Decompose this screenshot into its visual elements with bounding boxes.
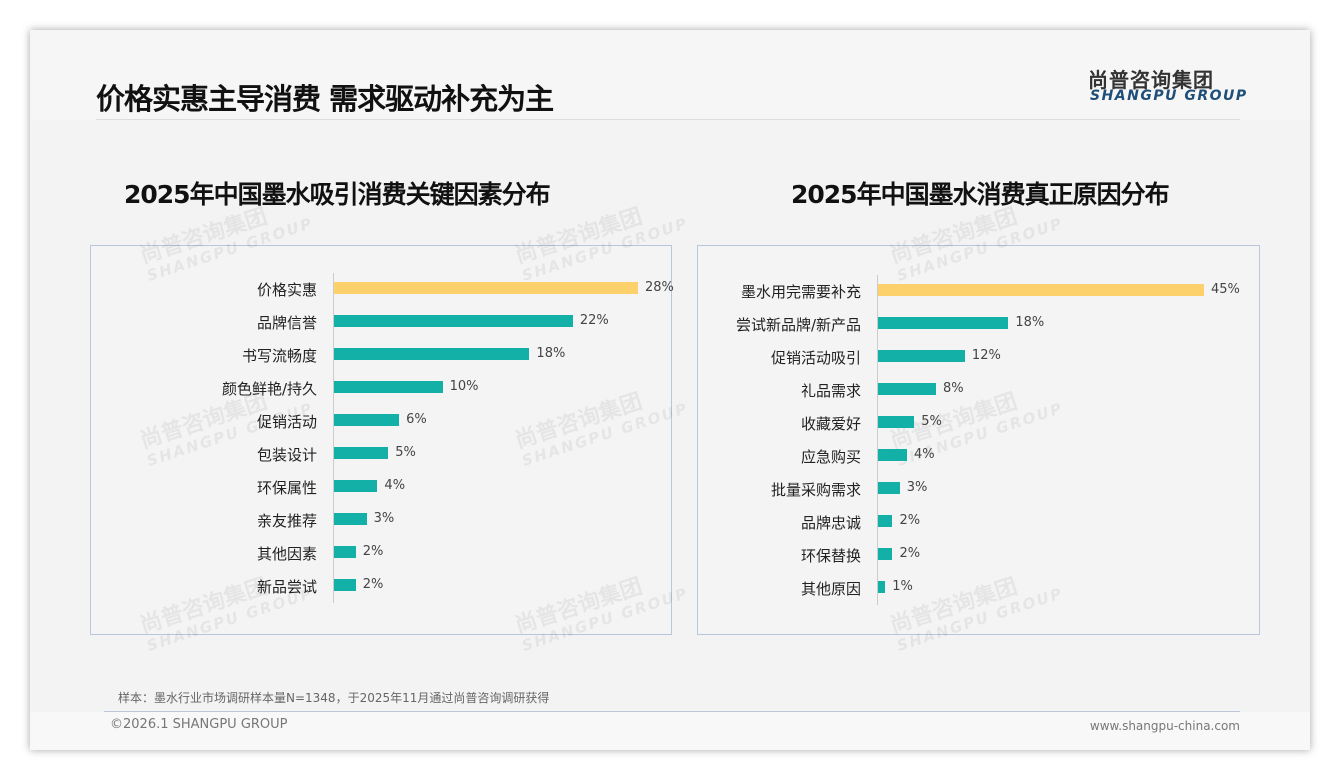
category-label: 应急购买 bbox=[800, 448, 861, 466]
bar bbox=[878, 548, 893, 560]
category-label: 墨水用完需要补充 bbox=[740, 283, 861, 301]
divider bbox=[96, 119, 1240, 120]
bar bbox=[334, 348, 530, 360]
category-label: 环保属性 bbox=[256, 479, 317, 497]
data-label: 45% bbox=[1211, 282, 1240, 297]
category-label: 书写流畅度 bbox=[241, 347, 317, 365]
data-label: 2% bbox=[899, 513, 921, 528]
footer-divider bbox=[104, 711, 1240, 712]
data-label: 10% bbox=[449, 379, 479, 394]
category-label: 包装设计 bbox=[256, 446, 317, 464]
data-label: 12% bbox=[971, 348, 1001, 363]
logo-en: SHANGPU GROUP bbox=[1090, 88, 1248, 104]
category-label: 促销活动 bbox=[256, 413, 317, 431]
bar bbox=[878, 383, 936, 395]
category-label: 其他因素 bbox=[256, 545, 317, 563]
category-label: 礼品需求 bbox=[800, 382, 861, 400]
data-label: 4% bbox=[384, 478, 406, 493]
category-label: 亲友推荐 bbox=[256, 512, 317, 530]
copyright: ©2026.1 SHANGPU GROUP bbox=[110, 717, 288, 732]
category-label: 环保替换 bbox=[800, 547, 861, 565]
category-label: 收藏爱好 bbox=[800, 415, 861, 433]
data-label: 18% bbox=[1015, 315, 1045, 330]
bar bbox=[878, 482, 900, 494]
header bbox=[30, 30, 1310, 120]
page-title: 价格实惠主导消费 需求驱动补充为主 bbox=[96, 82, 554, 116]
chart-title-left: 2025年中国墨水吸引消费关键因素分布 bbox=[124, 180, 551, 209]
data-label: 1% bbox=[892, 579, 913, 594]
category-label: 颜色鲜艳/持久 bbox=[221, 380, 317, 398]
category-label: 品牌信誉 bbox=[256, 314, 317, 332]
slide: 价格实惠主导消费 需求驱动补充为主 尚普咨询集团 SHANGPU GROUP 2… bbox=[30, 30, 1310, 750]
chart-panel-right bbox=[697, 245, 1260, 635]
data-label: 5% bbox=[921, 414, 942, 429]
category-label: 尝试新品牌/新产品 bbox=[735, 316, 861, 334]
bar bbox=[334, 480, 378, 492]
bar bbox=[878, 416, 915, 428]
data-label: 4% bbox=[913, 447, 935, 462]
data-label: 3% bbox=[906, 480, 928, 495]
data-label: 5% bbox=[395, 445, 416, 460]
bar bbox=[878, 581, 886, 593]
bar bbox=[878, 350, 965, 362]
data-label: 2% bbox=[362, 544, 384, 559]
data-label: 28% bbox=[645, 280, 674, 295]
data-label: 22% bbox=[579, 313, 609, 328]
sample-note: 样本：墨水行业市场调研样本量N=1348，于2025年11月通过尚普咨询调研获得 bbox=[118, 691, 550, 705]
data-label: 18% bbox=[536, 346, 566, 361]
category-label: 促销活动吸引 bbox=[770, 349, 861, 367]
footer bbox=[30, 712, 1310, 750]
category-label: 其他原因 bbox=[800, 580, 861, 598]
bar bbox=[878, 317, 1009, 329]
data-label: 2% bbox=[899, 546, 921, 561]
bar bbox=[334, 381, 443, 393]
bar bbox=[334, 447, 389, 459]
logo-cn: 尚普咨询集团 bbox=[1088, 68, 1214, 92]
chart-title-right: 2025年中国墨水消费真正原因分布 bbox=[791, 180, 1170, 209]
category-label: 批量采购需求 bbox=[770, 481, 861, 499]
data-label: 2% bbox=[362, 577, 384, 592]
bar bbox=[334, 579, 356, 591]
bar bbox=[334, 315, 573, 327]
bar bbox=[878, 284, 1204, 296]
y-axis bbox=[333, 273, 334, 603]
bar bbox=[334, 282, 638, 294]
bar bbox=[878, 449, 907, 461]
bar bbox=[334, 414, 400, 426]
y-axis bbox=[877, 275, 878, 605]
data-label: 3% bbox=[373, 511, 395, 526]
bar bbox=[334, 513, 367, 525]
chart-panel-left bbox=[90, 245, 672, 635]
category-label: 品牌忠诚 bbox=[800, 514, 861, 532]
category-label: 新品尝试 bbox=[256, 578, 317, 596]
website-link[interactable]: www.shangpu-china.com bbox=[1089, 719, 1240, 733]
bar bbox=[334, 546, 356, 558]
data-label: 8% bbox=[942, 381, 964, 396]
bar bbox=[878, 515, 893, 527]
category-label: 价格实惠 bbox=[256, 281, 317, 299]
data-label: 6% bbox=[406, 412, 427, 427]
